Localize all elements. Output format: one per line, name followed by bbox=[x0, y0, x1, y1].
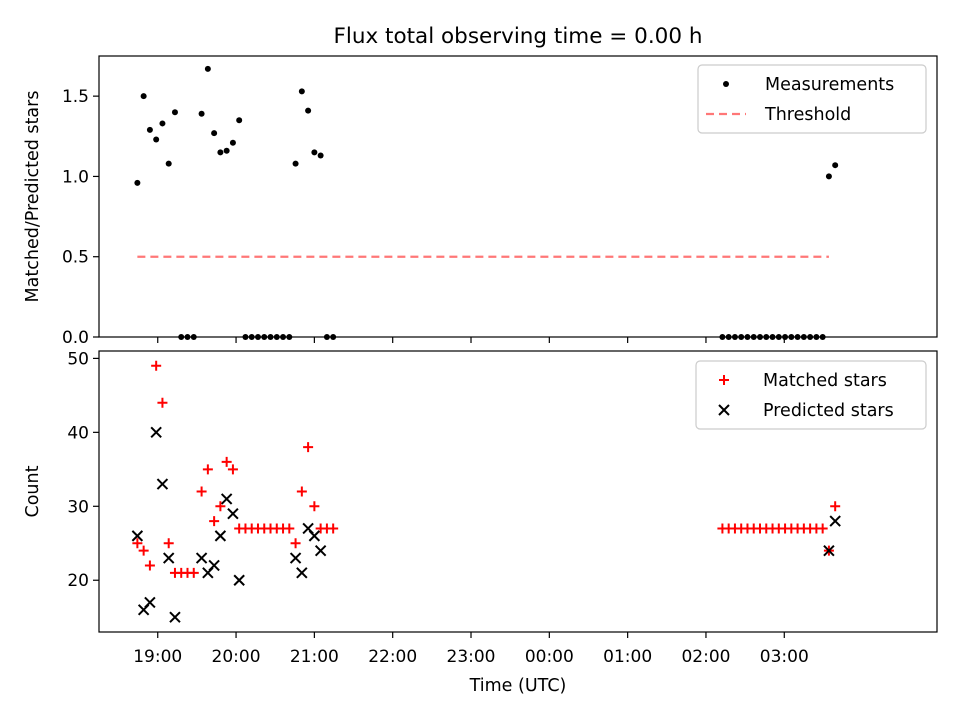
measurement-point bbox=[825, 173, 832, 180]
x-tick-label: 21:00 bbox=[290, 647, 339, 667]
matched-star-marker bbox=[132, 538, 143, 549]
measurement-point bbox=[165, 160, 172, 167]
chart-title: Flux total observing time = 0.00 h bbox=[334, 24, 703, 49]
y-tick-label: 0.0 bbox=[62, 328, 89, 348]
y-tick-label: 20 bbox=[67, 571, 89, 591]
matched-star-marker bbox=[227, 464, 238, 475]
predicted-star-marker bbox=[289, 552, 302, 564]
y-tick-label: 50 bbox=[67, 349, 89, 369]
measurement-point bbox=[198, 110, 205, 117]
measurement-point bbox=[159, 120, 166, 127]
matched-star-marker bbox=[144, 560, 155, 571]
x-tick-label: 19:00 bbox=[133, 647, 182, 667]
matched-star-marker bbox=[215, 501, 226, 512]
measurement-point bbox=[153, 136, 160, 143]
x-tick-label: 01:00 bbox=[603, 647, 652, 667]
measurement-point bbox=[292, 160, 299, 167]
legend-label: Measurements bbox=[765, 75, 894, 95]
matched-star-marker bbox=[151, 360, 162, 371]
x-tick-label: 20:00 bbox=[212, 647, 261, 667]
matched-star-marker bbox=[830, 501, 841, 512]
predicted-star-marker bbox=[227, 507, 239, 520]
x-axis-label: Time (UTC) bbox=[469, 676, 567, 696]
predicted-star-marker bbox=[829, 515, 841, 527]
measurement-point bbox=[134, 179, 141, 186]
measurement-point bbox=[317, 152, 324, 159]
predicted-star-marker bbox=[131, 530, 144, 542]
matched-star-marker bbox=[303, 442, 314, 453]
legend-marker-matched bbox=[719, 375, 729, 385]
predicted-star-marker bbox=[308, 530, 321, 542]
matched-star-marker bbox=[188, 567, 199, 578]
measurement-point bbox=[236, 117, 243, 124]
matched-star-marker bbox=[290, 538, 301, 549]
matched-star-marker bbox=[138, 545, 149, 556]
matched-star-marker bbox=[163, 538, 174, 549]
legend-label: Predicted stars bbox=[763, 401, 894, 421]
legend-marker-predicted bbox=[718, 404, 730, 416]
matched-star-marker bbox=[157, 397, 168, 408]
measurement-point bbox=[140, 93, 147, 100]
predicted-star-marker bbox=[150, 426, 162, 439]
y-tick-label: 1.0 bbox=[62, 167, 89, 187]
matched-star-marker bbox=[817, 523, 828, 534]
matched-star-marker bbox=[221, 456, 232, 467]
y-axis-label: Matched/Predicted stars bbox=[23, 91, 43, 303]
axes-frame bbox=[98, 55, 938, 338]
x-tick-label: 02:00 bbox=[681, 647, 730, 667]
x-tick-label: 03:00 bbox=[760, 647, 809, 667]
x-tick-label: 23:00 bbox=[447, 647, 496, 667]
measurement-point bbox=[146, 126, 153, 133]
predicted-star-marker bbox=[233, 574, 245, 586]
predicted-star-marker bbox=[823, 544, 835, 557]
predicted-star-marker bbox=[156, 478, 169, 490]
measurement-point bbox=[204, 65, 211, 72]
bottom-panel: 20 30 40 50 Count 19:00 20:00 21:00 22:00 23:00 00… bbox=[23, 349, 938, 667]
measurement-point bbox=[298, 88, 305, 95]
measurement-point bbox=[223, 147, 230, 154]
y-tick-label: 40 bbox=[67, 423, 89, 443]
matched-star-marker bbox=[284, 523, 295, 534]
matched-star-marker bbox=[328, 523, 339, 534]
top-panel: 0.0 0.5 1.0 1.5 Matched/Predicted stars Measu… bbox=[23, 55, 938, 348]
legend-label: Threshold bbox=[764, 105, 851, 125]
measurement-point bbox=[832, 162, 839, 169]
matched-star-marker bbox=[209, 516, 220, 527]
axes-frame bbox=[98, 350, 938, 633]
matched-star-marker bbox=[202, 464, 213, 475]
predicted-star-marker bbox=[314, 544, 327, 557]
measurement-point bbox=[171, 109, 178, 116]
predicted-star-marker bbox=[208, 559, 220, 572]
matched-star-marker bbox=[309, 501, 320, 512]
y-tick-label: 0.5 bbox=[62, 248, 89, 268]
legend-box bbox=[697, 64, 927, 134]
measurement-point bbox=[217, 149, 224, 156]
x-tick-label: 22:00 bbox=[368, 647, 417, 667]
x-tick-label: 00:00 bbox=[525, 647, 574, 667]
measurement-point bbox=[311, 149, 318, 156]
predicted-star-marker bbox=[214, 530, 227, 542]
predicted-star-marker bbox=[296, 567, 308, 579]
legend-marker-measurements bbox=[723, 81, 729, 87]
measurement-point bbox=[305, 107, 312, 114]
predicted-star-marker bbox=[162, 552, 175, 564]
measurement-point bbox=[229, 139, 236, 146]
matched-star-marker bbox=[196, 486, 207, 497]
y-tick-label: 1.5 bbox=[62, 87, 89, 107]
measurement-point bbox=[211, 130, 218, 137]
matched-star-marker bbox=[296, 486, 307, 497]
predicted-star-marker bbox=[169, 611, 181, 623]
predicted-star-marker bbox=[220, 493, 233, 505]
legend-label: Matched stars bbox=[763, 371, 887, 391]
legend-box bbox=[695, 360, 927, 430]
y-axis-label: Count bbox=[23, 465, 43, 517]
y-tick-label: 30 bbox=[67, 497, 89, 517]
predicted-star-marker bbox=[195, 552, 208, 564]
predicted-star-marker bbox=[144, 596, 156, 609]
